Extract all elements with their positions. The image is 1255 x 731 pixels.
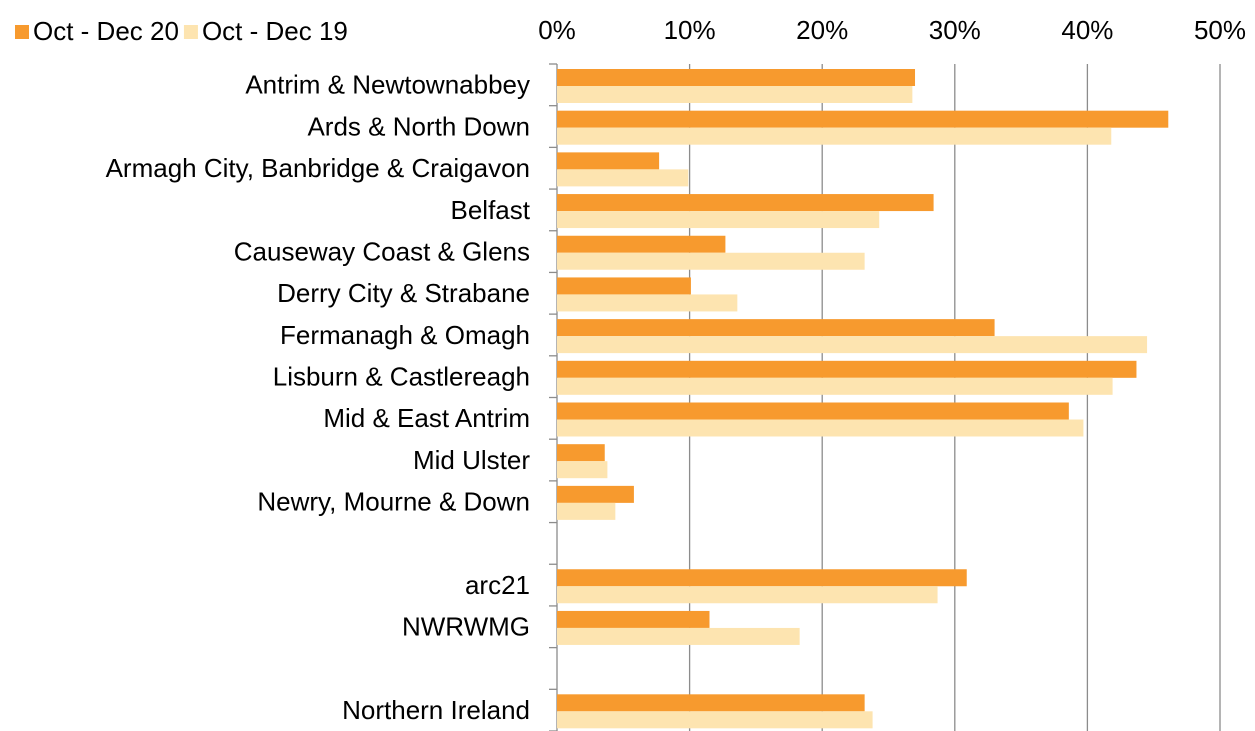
bar xyxy=(557,377,1113,395)
bar xyxy=(557,419,1084,437)
bar xyxy=(557,235,726,253)
bar xyxy=(557,711,873,729)
x-tick-label: 50% xyxy=(1194,15,1246,45)
y-tick-label: Northern Ireland xyxy=(342,695,530,725)
bar xyxy=(557,86,913,103)
bar xyxy=(557,127,1112,145)
y-tick-label: Mid & East Antrim xyxy=(323,403,530,433)
x-tick-label: 0% xyxy=(538,15,576,45)
bar xyxy=(557,485,634,503)
bar xyxy=(557,360,1137,378)
x-tick-label: 40% xyxy=(1061,15,1113,45)
y-tick-label: Lisburn & Castlereagh xyxy=(273,362,530,392)
x-tick-label: 10% xyxy=(664,15,716,45)
bar xyxy=(557,694,865,712)
legend-label: Oct - Dec 20 xyxy=(33,16,179,46)
bar xyxy=(557,586,938,604)
y-tick-label: Belfast xyxy=(451,195,531,225)
bar xyxy=(557,194,934,212)
bar xyxy=(557,610,710,628)
y-tick-label: Antrim & Newtownabbey xyxy=(245,70,530,100)
y-tick-label: Mid Ulster xyxy=(413,445,530,475)
y-tick-label: Ards & North Down xyxy=(307,111,530,141)
bar xyxy=(557,110,1169,128)
bar xyxy=(557,502,616,520)
bar xyxy=(557,461,608,479)
x-tick-label: 30% xyxy=(929,15,981,45)
bar xyxy=(557,211,880,229)
y-tick-label: Armagh City, Banbridge & Craigavon xyxy=(106,153,530,183)
bar xyxy=(557,294,738,312)
y-tick-label: arc21 xyxy=(465,570,530,600)
bar xyxy=(557,444,605,462)
y-tick-label: Newry, Mourne & Down xyxy=(257,487,530,517)
bar xyxy=(557,402,1069,420)
x-tick-label: 20% xyxy=(796,15,848,45)
legend-label: Oct - Dec 19 xyxy=(202,16,348,46)
bar xyxy=(557,569,967,587)
y-tick-label: Causeway Coast & Glens xyxy=(234,236,530,266)
bar xyxy=(557,277,691,295)
bar xyxy=(557,319,995,337)
bar xyxy=(557,69,916,86)
bar xyxy=(557,152,660,170)
bar xyxy=(557,336,1148,354)
bar xyxy=(557,169,689,187)
legend-swatch xyxy=(15,25,29,39)
y-tick-label: Derry City & Strabane xyxy=(277,278,530,308)
bar xyxy=(557,252,865,270)
bar xyxy=(557,627,800,645)
y-tick-label: NWRWMG xyxy=(402,612,530,642)
legend-swatch xyxy=(183,25,198,39)
y-tick-label: Fermanagh & Omagh xyxy=(280,320,530,350)
